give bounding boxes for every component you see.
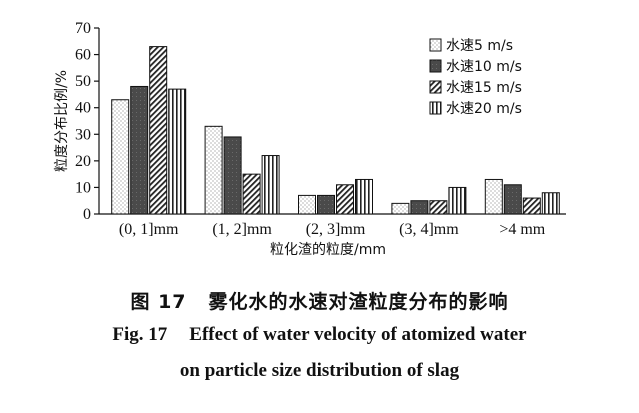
bar xyxy=(410,200,429,215)
x-tick-label: (0, 1]mm xyxy=(119,221,179,238)
y-tick-label: 50 xyxy=(75,73,91,90)
y-tick-label: 20 xyxy=(75,153,91,170)
bar xyxy=(391,202,410,215)
legend-swatch xyxy=(429,101,442,115)
bar xyxy=(111,99,130,215)
legend-swatch xyxy=(429,38,442,52)
y-tick-label: 70 xyxy=(75,20,91,37)
bar xyxy=(149,46,168,215)
figure-title-en-part1: Effect of water velocity of atomized wat… xyxy=(189,324,527,345)
bar xyxy=(130,85,149,215)
x-tick-label: (3, 4]mm xyxy=(399,221,459,238)
y-tick-label: 40 xyxy=(75,100,91,117)
bar xyxy=(242,173,261,215)
x-tick-label: >4 mm xyxy=(499,221,545,238)
bar xyxy=(261,155,280,215)
figure-caption-en-line1: Fig. 17 Effect of water velocity of atomi… xyxy=(0,324,639,346)
bar xyxy=(336,184,354,215)
figure-number-en: Fig. 17 xyxy=(112,324,168,345)
bar xyxy=(522,197,541,215)
legend-swatch xyxy=(429,80,442,94)
x-axis-tick-labels: (0, 1]mm (1, 2]mm (2, 3]mm (3, 4]mm >4 mm xyxy=(119,221,546,238)
x-tick-label: (1, 2]mm xyxy=(212,221,272,238)
bar xyxy=(448,186,467,215)
legend-label: 水速15 m/s xyxy=(446,80,522,96)
legend-label: 水速5 m/s xyxy=(446,38,513,54)
figure-caption-cn: 图 17 雾化水的水速对渣粒度分布的影响 xyxy=(0,287,639,314)
figure-title-cn: 雾化水的水速对渣粒度分布的影响 xyxy=(208,291,509,313)
bar xyxy=(168,88,187,215)
bar xyxy=(223,136,242,215)
y-tick-label: 30 xyxy=(75,126,91,143)
bar-chart: 0 10 20 30 40 50 60 70 (0, 1]mm (1, 2]mm (2, 3]mm… xyxy=(54,20,566,258)
bar xyxy=(298,194,316,215)
y-tick-label: 0 xyxy=(83,206,91,223)
bar xyxy=(484,178,503,215)
bars xyxy=(111,46,560,215)
x-tick-label: (2, 3]mm xyxy=(306,221,366,238)
figure-number-cn: 图 17 xyxy=(130,291,187,313)
bar xyxy=(317,194,335,215)
y-tick-label: 10 xyxy=(75,179,91,196)
legend-swatch xyxy=(429,59,442,73)
bar xyxy=(541,192,560,215)
x-axis-label: 粒化渣的粒度/mm xyxy=(270,242,386,258)
bar xyxy=(204,125,223,215)
legend: 水速5 m/s 水速10 m/s 水速15 m/s 水速20 m/s xyxy=(429,38,522,117)
y-axis-ticks: 0 10 20 30 40 50 60 70 xyxy=(75,20,99,223)
bar xyxy=(503,184,522,215)
figure-caption-en-line2: on particle size distribution of slag xyxy=(0,360,639,382)
bar xyxy=(355,178,373,215)
y-axis-label: 粒度分布比例/% xyxy=(54,70,70,172)
y-tick-label: 60 xyxy=(75,47,91,64)
bar xyxy=(429,200,448,215)
figure-title-en-part2: on particle size distribution of slag xyxy=(179,360,460,381)
legend-label: 水速20 m/s xyxy=(446,101,522,117)
legend-label: 水速10 m/s xyxy=(446,59,522,75)
